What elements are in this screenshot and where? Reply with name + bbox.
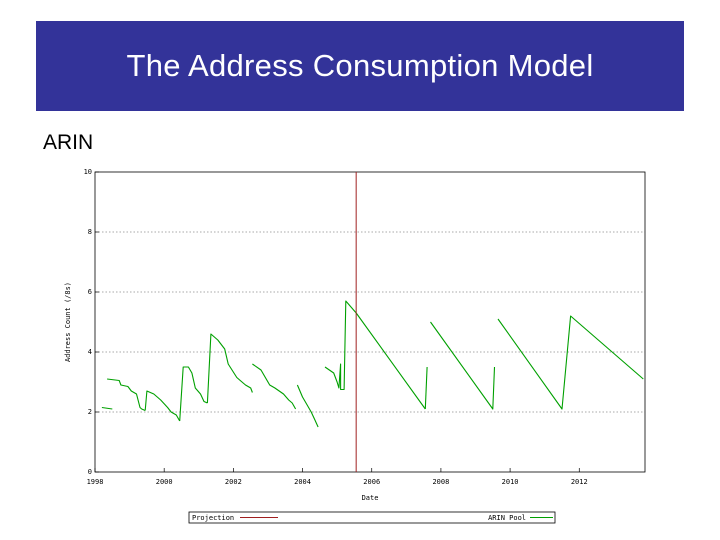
series-arin-pool-segment-5 [252,363,297,410]
x-tick-label-2: 2002 [225,478,242,486]
series-arin-pool-segment-9 [430,321,496,410]
x-tick-label-7: 2012 [571,478,588,486]
x-tick-label-3: 2004 [294,478,311,486]
chart-axes [94,171,646,473]
slide-title-banner: The Address Consumption Model [36,21,684,111]
y-tick-label-2: 4 [88,348,92,356]
y-tick-label-3: 6 [88,288,92,296]
series-arin-pool-segment-0 [101,406,113,410]
slide-title: The Address Consumption Model [126,48,594,83]
x-axis-label: Date [362,494,379,502]
slide-subtitle: ARIN [43,131,94,154]
x-tick-label-5: 2008 [432,478,449,486]
x-tick-label-1: 2000 [156,478,173,486]
y-axis-label: Address Count (/8s) [64,282,72,362]
legend-label-arin-pool: ARIN Pool [488,514,526,522]
y-tick-label-5: 10 [84,168,92,176]
series-arin-pool-segment-1 [107,378,146,412]
series-arin-pool-segment-8 [424,366,428,410]
chart-tick-labels: 0 2 4 6 8 10 1998 2000 2002 2004 2006 2008 2010 2012 [84,168,588,486]
series-arin-pool-segment-4 [206,333,253,404]
chart-series [101,172,644,472]
legend-label-projection: Projection [192,514,234,522]
series-arin-pool-segment-2 [144,390,181,422]
legend-box [188,511,556,524]
x-tick-label-4: 2006 [363,478,380,486]
x-tick-label-0: 1998 [87,478,104,486]
y-tick-label-4: 8 [88,228,92,236]
series-arin-pool-segment-7 [324,300,426,410]
series-arin-pool-segment-10 [497,315,644,410]
y-tick-label-0: 0 [88,468,92,476]
y-tick-label-1: 2 [88,408,92,416]
x-tick-label-6: 2010 [502,478,519,486]
series-arin-pool-segment-6 [296,384,319,428]
chart-legend: Projection ARIN Pool [188,511,556,524]
chart-grid [95,231,645,413]
series-arin-pool-segment-3 [179,366,208,422]
plot-frame [94,171,646,473]
